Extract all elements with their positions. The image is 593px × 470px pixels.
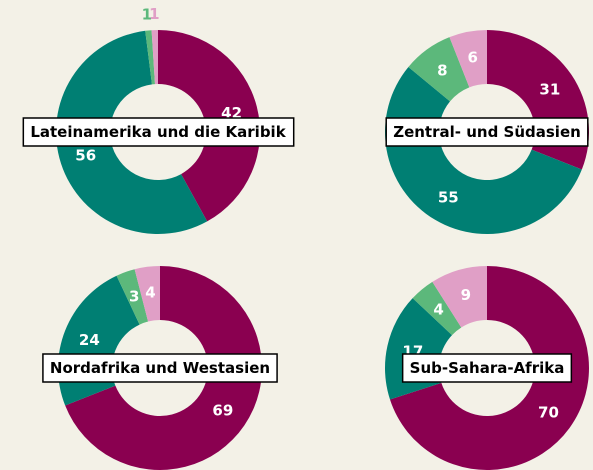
- donut-slice: [385, 66, 582, 234]
- donut-slice: [412, 281, 462, 336]
- value-label: 9: [461, 286, 471, 304]
- donut-slice: [65, 266, 262, 470]
- value-label: 1: [142, 6, 152, 24]
- value-label: 4: [433, 300, 443, 318]
- value-label: 55: [438, 188, 459, 206]
- title-box: [385, 117, 589, 147]
- donut-slice: [432, 266, 487, 328]
- title-box: [22, 117, 295, 147]
- donut-slice: [487, 30, 590, 170]
- donut-slice: [151, 30, 158, 85]
- donut-slice: [134, 266, 160, 322]
- donut-slice: [449, 30, 487, 88]
- title-box: [401, 353, 573, 383]
- value-label: 8: [437, 62, 447, 80]
- value-label: 69: [212, 402, 233, 420]
- donut-title: Zentral- und Südasien: [393, 123, 581, 141]
- donut-slice: [145, 30, 155, 85]
- value-label: 6: [468, 48, 478, 66]
- value-label: 1: [149, 5, 159, 23]
- donut-slice: [56, 30, 208, 234]
- donut-slice: [116, 269, 149, 325]
- value-label: 24: [79, 331, 100, 349]
- donut-title: Lateinamerika und die Karibik: [30, 123, 286, 141]
- value-label: 70: [538, 404, 559, 422]
- donut-slice: [408, 37, 470, 102]
- donut-title: Nordafrika und Westasien: [50, 359, 270, 377]
- title-box: [42, 353, 278, 383]
- donut-title: Sub-Sahara-Afrika: [410, 359, 565, 377]
- value-label: 56: [75, 146, 96, 164]
- value-label: 3: [129, 287, 139, 305]
- value-label: 4: [145, 284, 155, 302]
- donut-slice: [389, 266, 589, 470]
- value-label: 31: [539, 80, 560, 98]
